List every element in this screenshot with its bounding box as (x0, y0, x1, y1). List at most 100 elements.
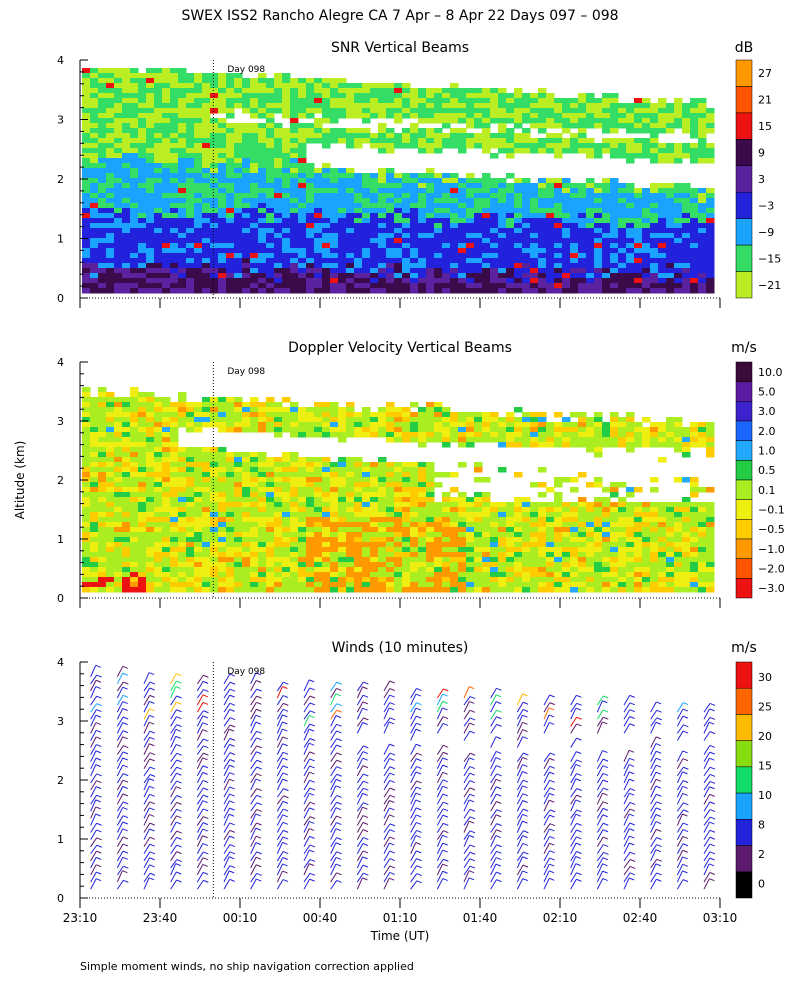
wind-barb (223, 728, 230, 741)
wind-barb-feather (336, 795, 342, 798)
wind-barb-feather (362, 751, 369, 755)
wind-barb-feather (629, 702, 636, 706)
wind-barb-feather (175, 863, 181, 867)
wind-barb-feather (256, 695, 262, 699)
wind-barb (223, 717, 231, 727)
wind-barb-feather (309, 858, 316, 862)
wind-barb (303, 738, 311, 748)
wind-barb (223, 688, 231, 699)
wind-barb-feather (255, 714, 262, 718)
wind-barb-feather (389, 794, 396, 798)
wind-barb (170, 780, 178, 791)
wind-barb-feather (95, 679, 102, 683)
wind-barb-feather (229, 681, 236, 685)
wind-barb-feather (149, 687, 155, 691)
wind-barb-feather (495, 701, 502, 705)
wind-barb (356, 681, 364, 692)
wind-barb (303, 710, 311, 720)
wind-barb-feather (362, 829, 369, 833)
wind-barb-feather (282, 836, 289, 840)
day-marker-label: Day 098 (227, 367, 265, 377)
wind-barb-feather (495, 736, 502, 740)
wind-barb (143, 828, 150, 840)
wind-barb-feather (202, 715, 208, 719)
wind-barb (463, 710, 471, 720)
wind-barb-feather (442, 814, 449, 818)
wind-barb (596, 792, 604, 805)
wind-barb-feather (336, 872, 342, 876)
wind-barb-feather (628, 764, 635, 768)
wind-barb (543, 863, 550, 876)
wind-barb (170, 744, 177, 755)
wind-barb (330, 851, 338, 862)
wind-barb (383, 865, 391, 876)
wind-barb-feather (469, 709, 476, 713)
wind-barb-feather (229, 759, 236, 762)
wind-barb (650, 779, 657, 791)
wind-barb (170, 815, 177, 826)
wind-barb (676, 715, 684, 727)
colorbar-label: 15 (758, 120, 772, 133)
wind-barb (250, 809, 258, 819)
wind-barb-feather (282, 757, 288, 761)
wind-barb (196, 694, 204, 706)
doppler-panel-title: Doppler Velocity Vertical Beams (288, 340, 512, 356)
wind-barb-feather (149, 807, 155, 811)
colorbar-swatch (735, 558, 753, 579)
wind-barb (516, 864, 524, 876)
wind-barb (543, 707, 550, 720)
wind-barb (596, 878, 604, 890)
wind-barb (276, 822, 284, 833)
wind-barb-feather (256, 751, 262, 755)
wind-barb (303, 743, 310, 755)
wind-barb (356, 815, 364, 826)
wind-barb-feather (656, 793, 662, 797)
wind-barb (276, 772, 284, 784)
wind-barbs (90, 664, 716, 890)
wind-barb-feather (202, 828, 208, 832)
wind-barb-feather (309, 765, 315, 769)
wind-barb (543, 814, 550, 826)
wind-barb (623, 771, 630, 784)
wind-barb (410, 744, 417, 755)
wind-barb (330, 795, 338, 805)
wind-barb-feather (389, 717, 396, 721)
wind-barb (90, 695, 98, 706)
wind-barb-feather (575, 707, 582, 711)
wind-barb (116, 764, 124, 777)
wind-barb (196, 765, 204, 777)
wind-barb-feather (682, 835, 689, 839)
wind-barb-feather (389, 877, 395, 881)
wind-barb (196, 816, 204, 826)
wind-barb (623, 750, 630, 762)
wind-barb-feather (443, 830, 449, 834)
wind-barb (170, 879, 177, 890)
wind-barb-feather (496, 850, 502, 854)
wind-barb-feather (416, 880, 422, 884)
wind-barb (543, 836, 550, 847)
wind-barb (356, 877, 363, 890)
wind-barb-feather (415, 807, 422, 811)
wind-barb-feather (148, 672, 155, 676)
wind-barb-feather (335, 778, 342, 782)
wind-barb (143, 857, 150, 869)
wind-barb-feather (709, 836, 716, 840)
wind-barb (250, 864, 257, 876)
wind-barb-feather (282, 765, 289, 769)
wind-barb-feather (442, 785, 448, 789)
wind-barb-feather (149, 801, 155, 805)
wind-barb (90, 703, 98, 713)
wind-barb-feather (415, 842, 421, 845)
wind-barb-feather (495, 857, 502, 861)
wind-barb-feather (468, 820, 475, 824)
wind-barb-feather (709, 829, 716, 833)
wind-barb-feather (203, 710, 209, 714)
wind-barb-feather (229, 673, 235, 677)
wind-barb (410, 786, 417, 798)
wind-barb-feather (682, 870, 688, 874)
wind-barb (410, 780, 418, 791)
wind-barb-feather (282, 714, 288, 718)
wind-barb-feather (576, 829, 582, 833)
wind-barb-feather (709, 821, 715, 825)
wind-barb (223, 772, 230, 784)
